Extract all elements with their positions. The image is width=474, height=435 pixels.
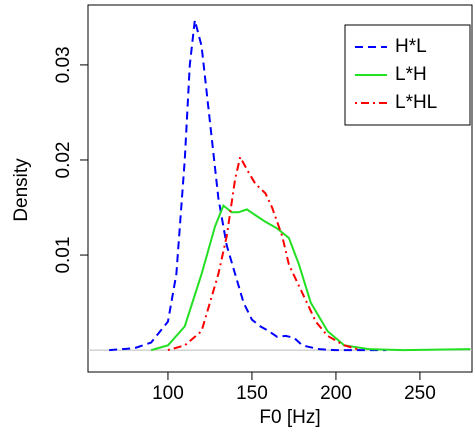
legend-label: L*H	[395, 64, 427, 85]
y-tick-label: 0.01	[53, 237, 74, 274]
y-tick-label: 0.02	[53, 141, 74, 178]
x-tick-label: 200	[320, 383, 352, 404]
y-tick-label: 0.03	[53, 46, 74, 83]
density-line	[109, 19, 387, 352]
x-tick-label: 150	[236, 383, 268, 404]
x-tick-label: 250	[404, 383, 436, 404]
plot-frame	[87, 4, 473, 373]
legend-label: L*HL	[395, 92, 437, 113]
y-axis-label: Density	[11, 158, 32, 222]
x-axis-label: F0 [Hz]	[259, 407, 320, 428]
plot-area	[88, 19, 472, 352]
density-line	[150, 203, 471, 352]
x-tick-label: 100	[152, 383, 184, 404]
legend-label: H*L	[395, 36, 427, 57]
density-line	[167, 154, 362, 352]
